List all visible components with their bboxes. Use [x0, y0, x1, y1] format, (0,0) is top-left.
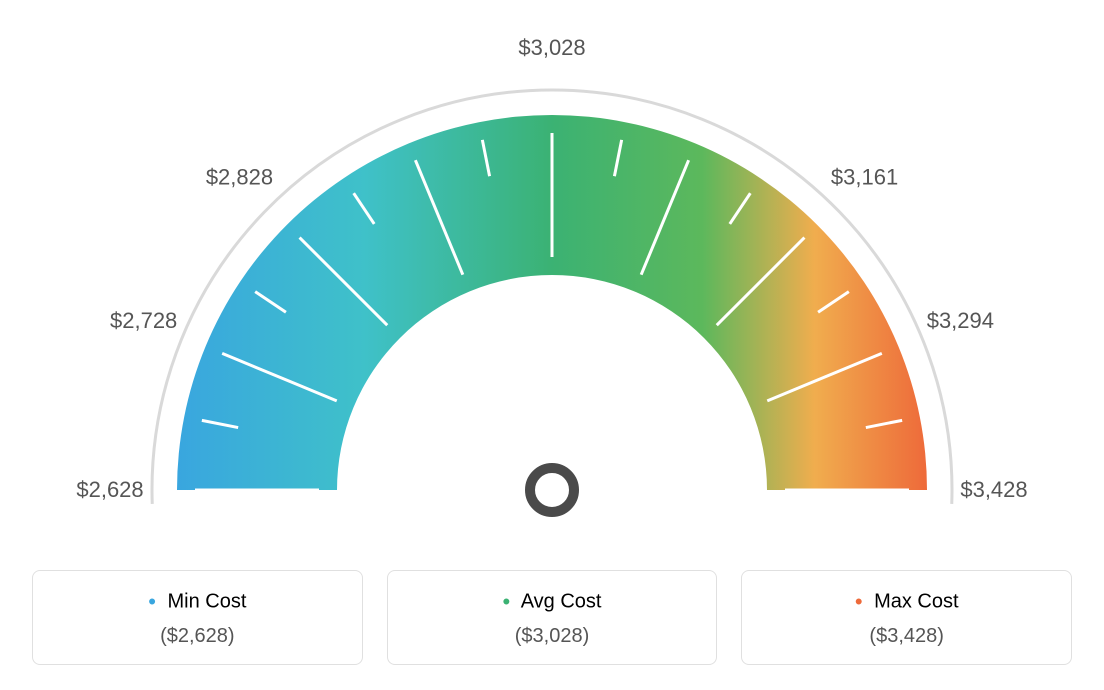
gauge-svg: $2,628 $2,728 $2,828 $3,028 $3,161 $3,294 $3,4… [20, 20, 1084, 540]
svg-text:$3,428: $3,428 [960, 477, 1027, 502]
legend-row: • Min Cost ($2,628) • Avg Cost ($3,028) … [32, 570, 1072, 665]
legend-label: Min Cost [168, 590, 247, 612]
legend-title-max: • Max Cost [752, 589, 1061, 615]
legend-title-min: • Min Cost [43, 589, 352, 615]
legend-value-min: ($2,628) [43, 625, 352, 648]
legend-title-avg: • Avg Cost [398, 589, 707, 615]
svg-text:$3,161: $3,161 [831, 164, 898, 189]
legend-value-max: ($3,428) [752, 625, 1061, 648]
legend-value-avg: ($3,028) [398, 625, 707, 648]
legend-card-min: • Min Cost ($2,628) [32, 570, 363, 665]
svg-text:$2,628: $2,628 [76, 477, 143, 502]
dot-icon: • [855, 589, 863, 614]
legend-card-avg: • Avg Cost ($3,028) [387, 570, 718, 665]
cost-gauge-chart: $2,628 $2,728 $2,828 $3,028 $3,161 $3,294 $3,4… [20, 20, 1084, 540]
svg-text:$2,728: $2,728 [110, 308, 177, 333]
svg-text:$3,294: $3,294 [927, 308, 994, 333]
dot-icon: • [503, 589, 511, 614]
dot-icon: • [148, 589, 156, 614]
legend-label: Max Cost [874, 590, 958, 612]
legend-label: Avg Cost [521, 590, 602, 612]
svg-text:$3,028: $3,028 [518, 35, 585, 60]
legend-card-max: • Max Cost ($3,428) [741, 570, 1072, 665]
svg-text:$2,828: $2,828 [206, 164, 273, 189]
